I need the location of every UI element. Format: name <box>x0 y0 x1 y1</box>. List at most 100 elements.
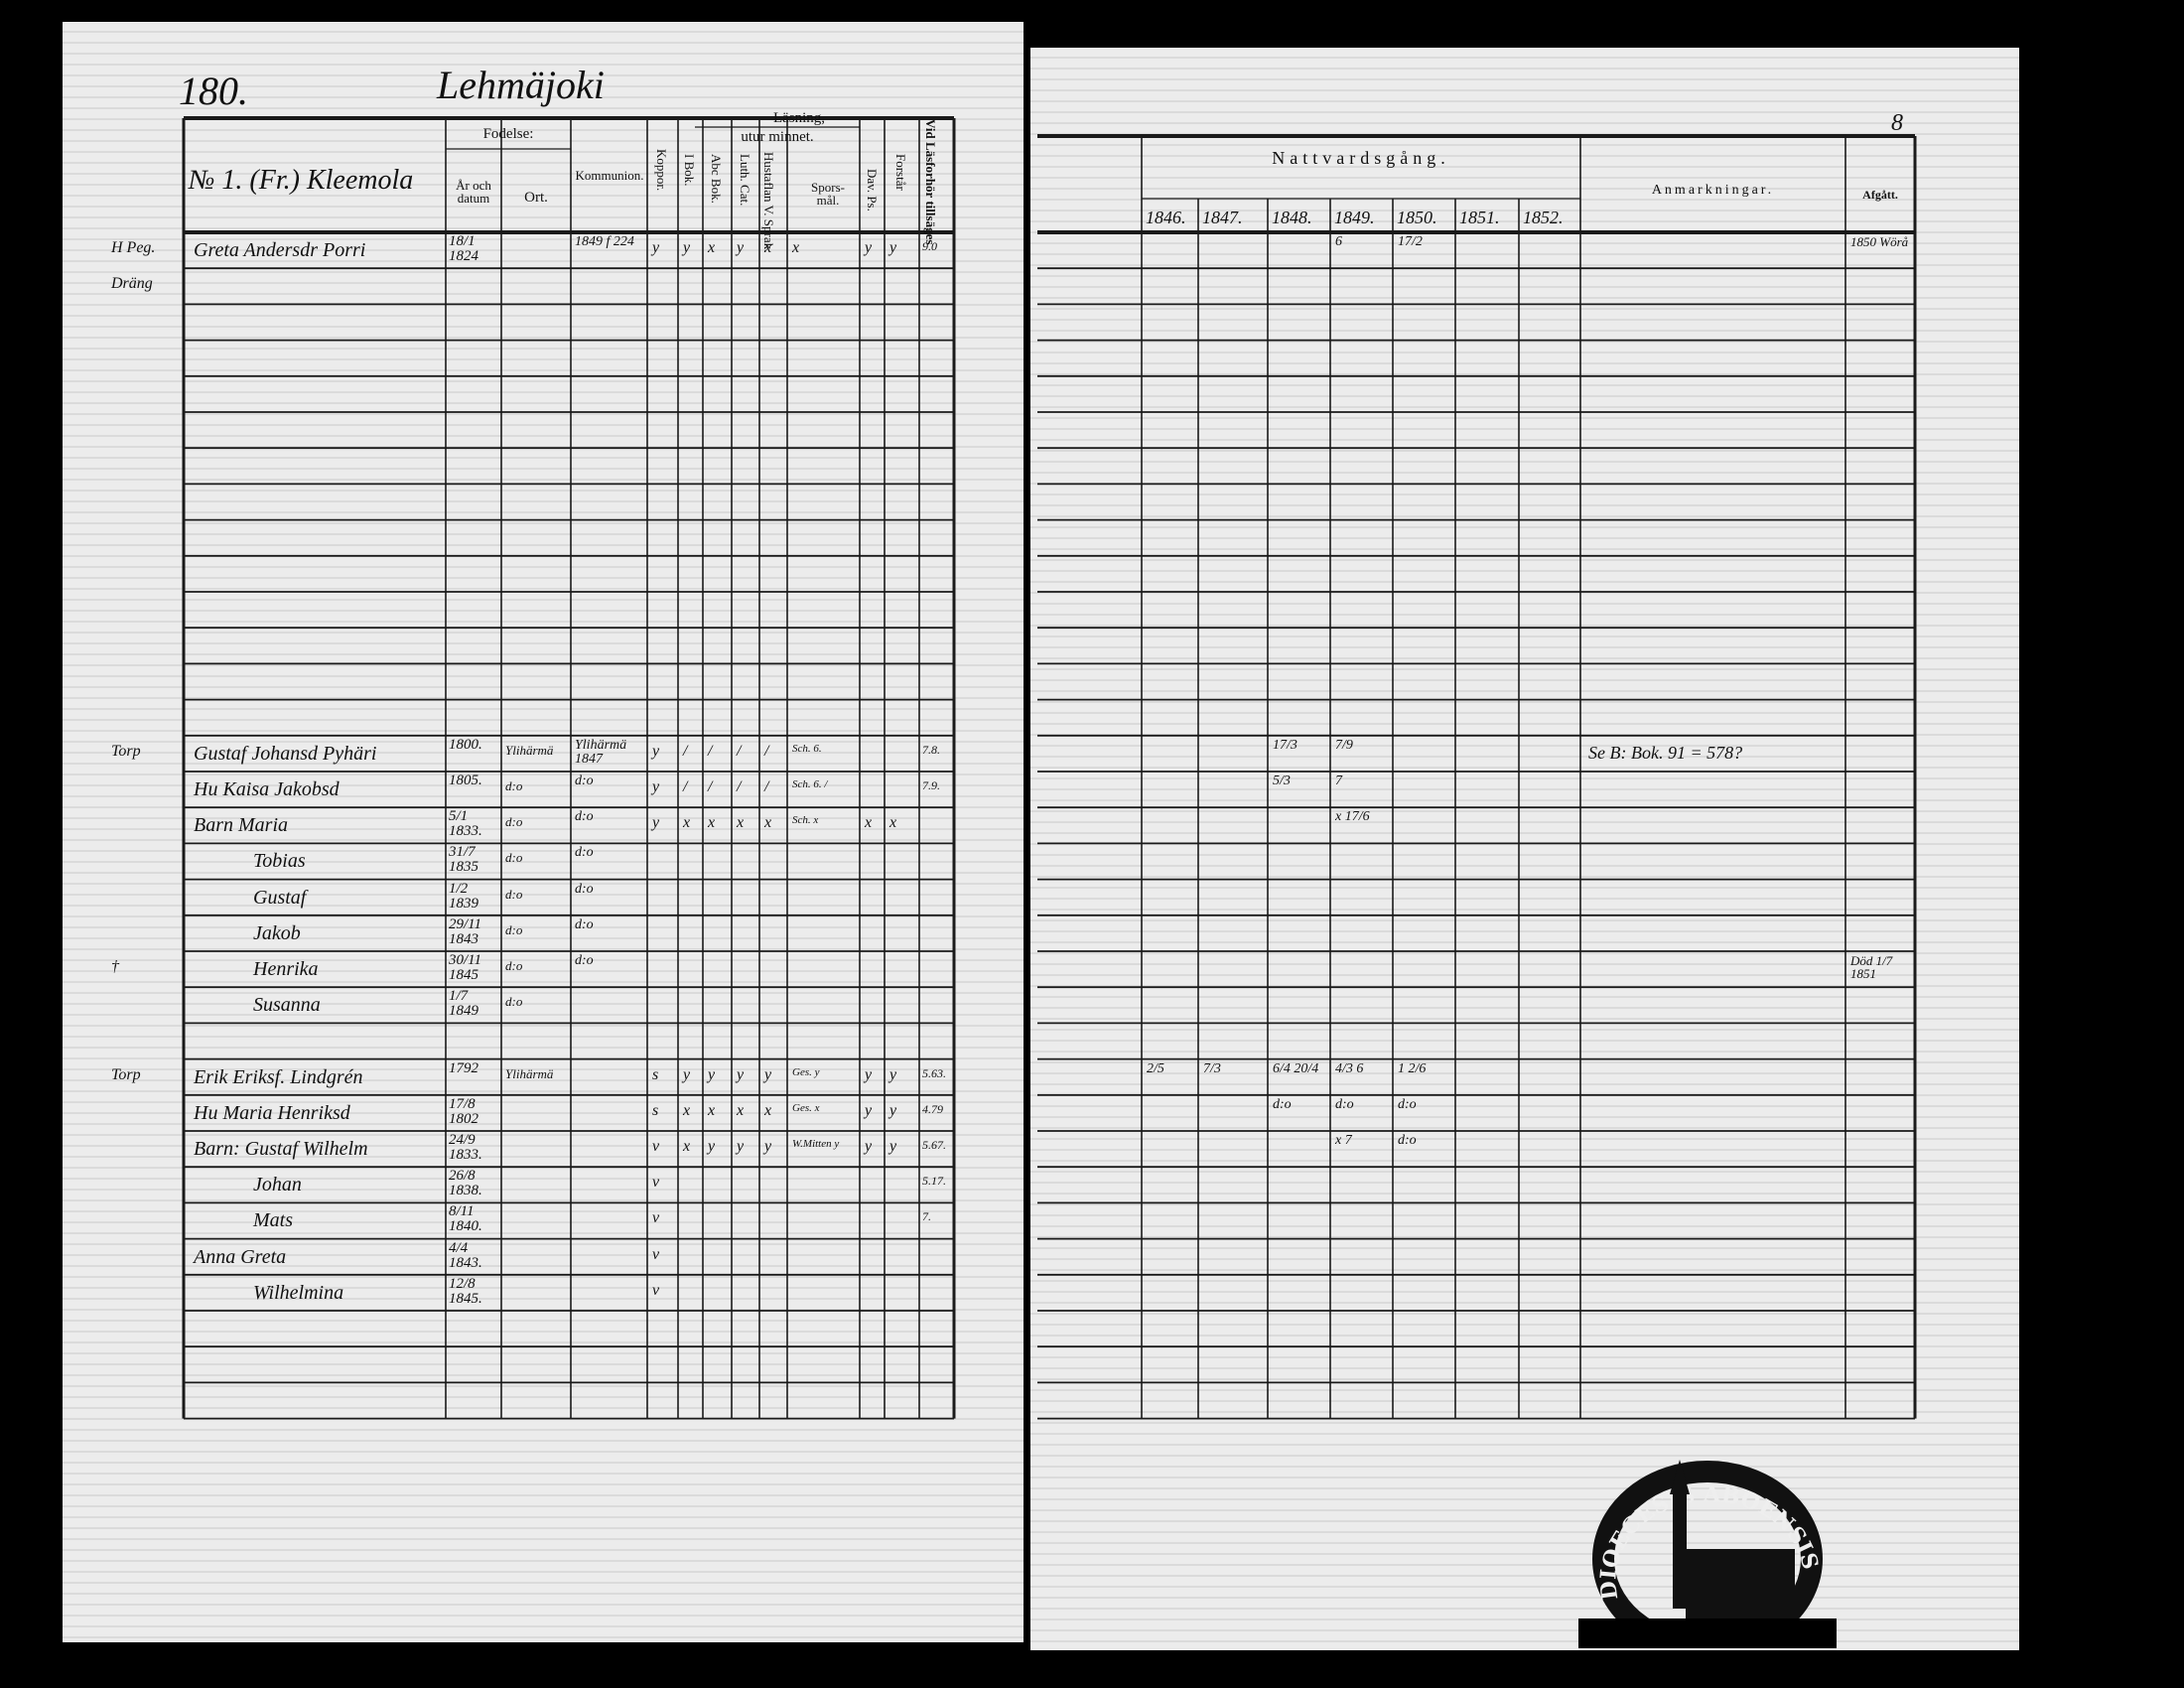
communion-entry: d:o <box>575 953 594 968</box>
reading-mark: y <box>764 1065 772 1083</box>
header-afgatt: Afgått. <box>1862 188 1898 202</box>
reading-mark: x <box>764 1101 772 1119</box>
examination-note: 9.0 <box>922 239 937 253</box>
header-luth-cat: Luth. Cat. <box>738 154 752 207</box>
communion-entry: d:o <box>575 845 594 861</box>
parish-name: Lehmäjoki <box>437 63 605 107</box>
communion-date: 7 <box>1335 774 1342 788</box>
margin-note: H Peg. <box>111 239 156 256</box>
header-kommunion: Kommunion. <box>575 168 644 183</box>
communion-date: d:o <box>1273 1096 1292 1112</box>
reading-mark: y <box>652 742 660 760</box>
birth-date: 17/8 1802 <box>449 1095 478 1127</box>
communion-entry: 1849 f 224 <box>575 234 634 249</box>
header-ort: Ort. <box>524 190 548 206</box>
year-header: 1849. <box>1334 208 1375 227</box>
page-number-left: 180. <box>179 69 248 113</box>
birth-place: d:o <box>505 814 523 830</box>
header-forstar: Forstår <box>893 154 908 191</box>
person-name: Henrika <box>253 958 319 980</box>
header-dav-ps: Dav. Ps. <box>865 169 880 211</box>
year-header: 1852. <box>1523 208 1564 227</box>
communion-entry: d:o <box>575 881 594 897</box>
reading-mark: Ges. x <box>792 1101 820 1114</box>
communion-entry: d:o <box>575 809 594 825</box>
birth-date: 1/2 1839 <box>449 880 478 912</box>
reading-mark: y <box>737 1065 745 1083</box>
person-name: Erik Eriksf. Lindgrén <box>194 1065 363 1088</box>
communion-date: d:o <box>1335 1096 1354 1112</box>
communion-date: 4/3 6 <box>1335 1060 1364 1076</box>
birth-place: d:o <box>505 778 523 793</box>
reading-mark: y <box>737 239 745 256</box>
examination-note: 5.67. <box>922 1138 946 1152</box>
header-sporsmal: Spors-mål. <box>811 180 845 208</box>
communion-date: 2/5 <box>1147 1060 1164 1076</box>
reading-mark: x <box>764 239 772 256</box>
birth-date: 4/4 1843. <box>449 1239 482 1271</box>
header-fodelse: Fodelse: <box>482 126 534 142</box>
communion-date: 1 2/6 <box>1398 1060 1427 1076</box>
reading-mark: Ges. y <box>792 1065 820 1078</box>
birth-date: 26/8 1838. <box>449 1168 482 1199</box>
reading-mark: Sch. 6. <box>792 742 822 755</box>
reading-mark: x <box>683 814 691 832</box>
birth-place: Ylihärmä <box>505 742 554 758</box>
margin-note: † <box>111 958 119 975</box>
reading-mark: / <box>764 778 769 795</box>
communion-date: 7/3 <box>1203 1060 1221 1076</box>
reading-mark: y <box>683 1065 691 1083</box>
left-page-ruling <box>182 116 956 1420</box>
birth-date: 29/11 1843 <box>449 915 482 947</box>
reading-mark: y <box>865 1138 873 1155</box>
reading-mark: v <box>652 1174 660 1192</box>
communion-date: 17/3 <box>1273 737 1297 753</box>
communion-date: 5/3 <box>1273 774 1291 788</box>
header-anmarkningar: Anmarkningar. <box>1651 183 1775 198</box>
reading-mark: y <box>708 1138 716 1155</box>
reading-mark: x <box>889 814 897 832</box>
person-name: Greta Andersdr Porri <box>194 239 366 261</box>
reading-mark: y <box>708 1065 716 1083</box>
birth-date: 1800. <box>449 736 482 753</box>
birth-date: 24/9 1833. <box>449 1132 482 1163</box>
year-header: 1848. <box>1272 208 1312 227</box>
year-header: 1847. <box>1202 208 1243 227</box>
reading-mark: x <box>737 814 745 832</box>
person-name: Anna Greta <box>194 1245 287 1268</box>
person-name: Gustaf Johansd Pyhäri <box>194 742 377 765</box>
birth-date: 8/11 1840. <box>449 1203 482 1235</box>
person-name: Mats <box>253 1209 293 1232</box>
birth-place: d:o <box>505 994 523 1010</box>
reading-mark: x <box>865 814 873 832</box>
reading-mark: / <box>708 778 713 795</box>
departure-note: 1850 Wörå <box>1850 234 1909 249</box>
reading-mark: v <box>652 1281 660 1299</box>
departure-note: Död 1/7 1851 <box>1850 953 1893 981</box>
examination-note: 5.17. <box>922 1174 946 1189</box>
person-name: Susanna <box>253 994 321 1017</box>
margin-note: Torp <box>111 742 141 760</box>
communion-entry: d:o <box>575 916 594 932</box>
communion-entry: d:o <box>575 774 594 788</box>
reading-mark: v <box>652 1245 660 1263</box>
reading-mark: v <box>652 1138 660 1155</box>
examination-note: 7.9. <box>922 778 940 792</box>
communion-date: x 17/6 <box>1335 809 1370 825</box>
reading-mark: / <box>737 778 742 795</box>
reading-mark: s <box>652 1065 659 1083</box>
reading-mark: y <box>889 1101 897 1119</box>
reading-mark: v <box>652 1209 660 1227</box>
reading-mark: y <box>764 1138 772 1155</box>
communion-entry: Ylihärmä 1847 <box>575 737 627 767</box>
birth-date: 1792 <box>449 1059 478 1076</box>
reading-mark: x <box>764 814 772 832</box>
reading-mark: / <box>737 742 742 760</box>
margin-note: Dräng <box>111 275 153 293</box>
reading-mark: / <box>708 742 713 760</box>
communion-date: d:o <box>1398 1096 1417 1112</box>
reading-mark: y <box>889 1065 897 1083</box>
examination-note: 4.79 <box>922 1101 943 1116</box>
reading-mark: y <box>683 239 691 256</box>
reading-mark: / <box>683 742 688 760</box>
